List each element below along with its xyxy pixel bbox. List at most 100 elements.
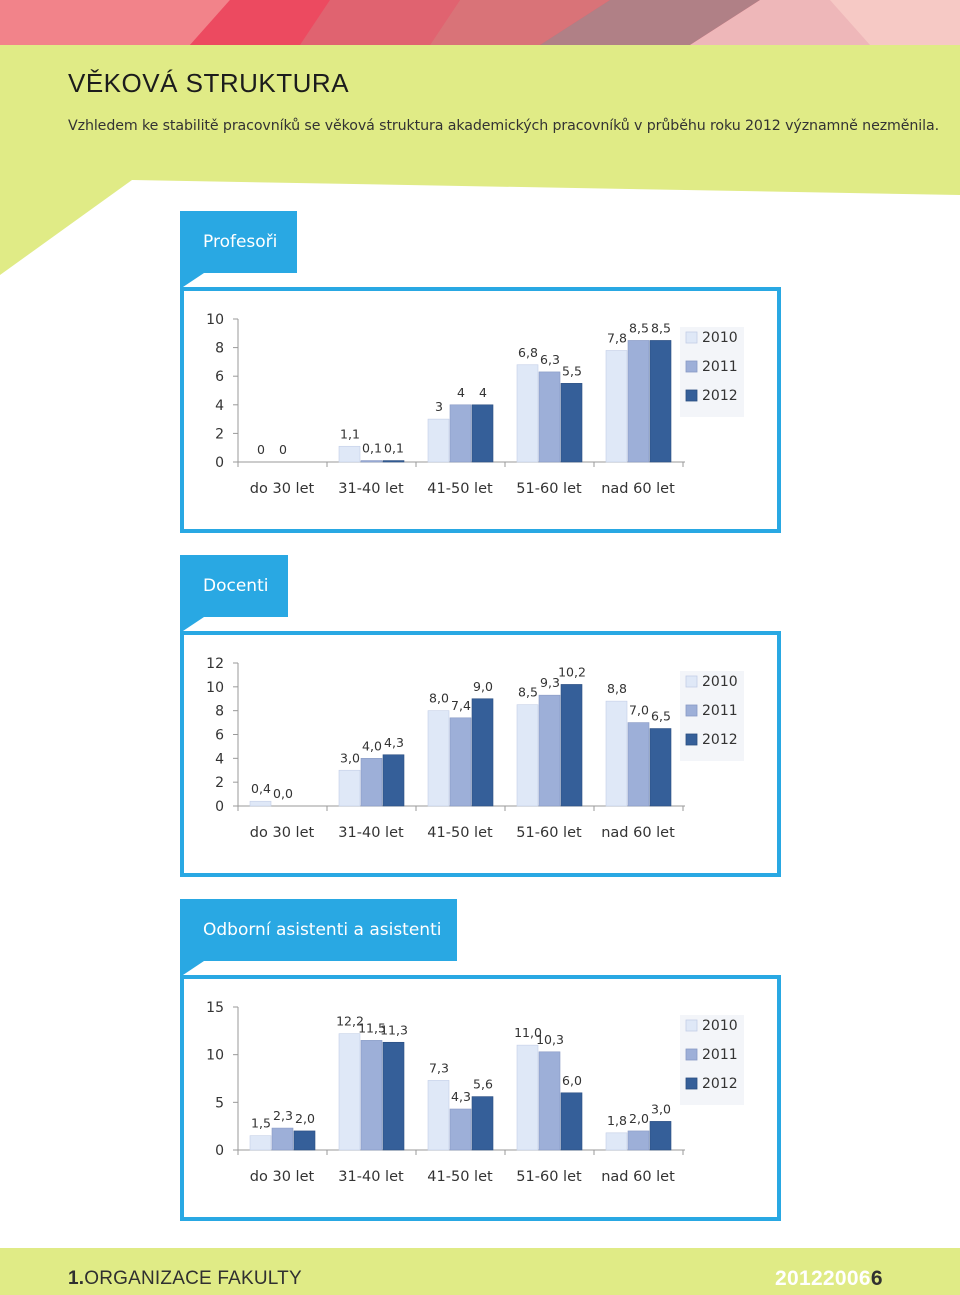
bar-2010 [605, 350, 628, 463]
bar-2012 [293, 1130, 316, 1151]
data-label: 4 [457, 385, 465, 400]
data-label: 3,0 [651, 1101, 671, 1116]
bar-2010 [516, 1044, 539, 1151]
legend-label: 2011 [702, 1047, 738, 1063]
bar-2012 [382, 754, 405, 807]
legend-label: 2011 [702, 359, 738, 375]
bar-2011 [360, 758, 383, 807]
chart-title: Odborní asistenti a asistenti [203, 920, 442, 940]
footer-chapter: 1.ORGANIZACE FAKULTY [68, 1268, 302, 1290]
bar-2012 [382, 1041, 405, 1151]
bar-2012 [471, 404, 494, 463]
footer-page: 201220066 [775, 1267, 883, 1291]
chart-box-odborni-asistenti: 0 5 10 15 1,5 2,3 2,0 do 30 let 12,2 11,5 11,3 31-4… [180, 975, 781, 1221]
legend-swatch-2012 [685, 1077, 698, 1090]
data-label: 1,8 [607, 1113, 627, 1128]
bar-2012 [471, 698, 494, 807]
y-tick-label: 6 [215, 369, 224, 385]
data-label: 12,2 [336, 1014, 364, 1029]
legend-swatch-2011 [685, 360, 698, 373]
legend-label: 2010 [702, 674, 738, 690]
bar-2010 [427, 418, 450, 463]
category-label: 51-60 let [516, 825, 582, 841]
data-label: 5,6 [473, 1077, 493, 1092]
data-label: 11,3 [380, 1022, 408, 1037]
data-label: 6,0 [562, 1073, 582, 1088]
top-banner-shape [430, 0, 610, 45]
green-header-band [0, 45, 960, 275]
category-label: 41-50 let [427, 1169, 493, 1185]
data-label: 0,4 [251, 781, 271, 796]
bar-2011 [627, 340, 650, 463]
y-tick-label: 2 [215, 775, 224, 791]
legend-label: 2012 [702, 1076, 738, 1092]
bar-2010 [338, 445, 361, 463]
bar-2010 [516, 364, 539, 463]
category-label: nad 60 let [601, 825, 675, 841]
chart-title: Docenti [203, 576, 269, 596]
y-tick-label: 10 [206, 312, 224, 328]
bar-2012 [471, 1096, 494, 1151]
footer-page-fragment: 06 [846, 1267, 871, 1290]
data-label: 2,3 [273, 1108, 293, 1123]
data-label: 8,0 [429, 691, 449, 706]
data-label: 11,0 [514, 1025, 542, 1040]
tab-tail [180, 273, 204, 289]
data-label: 7,8 [607, 330, 627, 345]
category-label: nad 60 let [601, 481, 675, 497]
y-tick-label: 10 [206, 1048, 224, 1064]
y-tick-label: 15 [206, 1000, 224, 1016]
tab-tail [180, 617, 204, 633]
legend-swatch-2010 [685, 1019, 698, 1032]
data-label: 6,5 [651, 709, 671, 724]
data-label: 4,3 [451, 1089, 471, 1104]
bar-2012 [560, 684, 583, 807]
y-tick-label: 0 [215, 455, 224, 471]
bar-2012 [649, 340, 672, 463]
legend-swatch-2011 [685, 1048, 698, 1061]
bar-2010 [427, 710, 450, 807]
data-label: 8,5 [651, 320, 671, 335]
top-banner-shape [0, 0, 230, 45]
category-label: nad 60 let [601, 1169, 675, 1185]
legend-label: 2010 [702, 330, 738, 346]
bar-2010 [516, 704, 539, 807]
chapter-number: 1. [68, 1268, 85, 1289]
bar-2011 [449, 1108, 472, 1151]
legend-label: 2011 [702, 703, 738, 719]
y-tick-label: 4 [215, 751, 224, 767]
data-label: 1,1 [340, 426, 360, 441]
bar-2011 [271, 1127, 294, 1151]
intro-paragraph: Vzhledem ke stabilitě pracovníků se věko… [68, 118, 939, 134]
data-label: 10,3 [536, 1032, 564, 1047]
footer-band [0, 1248, 960, 1295]
bar-2011 [360, 1040, 383, 1151]
bar-2012 [649, 1121, 672, 1151]
data-label: 4,3 [384, 735, 404, 750]
bar-2011 [538, 1051, 561, 1151]
category-label: do 30 let [250, 1169, 315, 1185]
data-label: 5,5 [562, 363, 582, 378]
bar-2010 [249, 800, 272, 807]
chart-title-tab: Docenti [180, 555, 288, 617]
bar-2011 [360, 460, 383, 463]
bar-2010 [427, 1080, 450, 1151]
y-tick-label: 10 [206, 680, 224, 696]
top-banner-shape [540, 0, 760, 45]
y-tick-label: 0 [215, 1143, 224, 1159]
y-tick-label: 2 [215, 426, 224, 442]
data-label: 10,2 [558, 664, 586, 679]
chart-box-profesori: 0 2 4 6 8 10 0 0 do 30 let 1,1 0,1 0,1 31-40 let 3 4 4 4… [180, 287, 781, 533]
data-label: 3,0 [340, 750, 360, 765]
chart-docenti: 0 2 4 6 8 10 12 0,4 0,0 do 30 let 3,04,0 4,3 31-40 l… [206, 656, 744, 841]
data-label: 0,0 [273, 786, 293, 801]
data-label: 7,4 [451, 698, 471, 713]
legend: 2010 2011 2012 [680, 327, 744, 417]
legend-swatch-2011 [685, 704, 698, 717]
category-label: 51-60 let [516, 481, 582, 497]
bar-2012 [560, 1092, 583, 1151]
y-tick-label: 0 [215, 799, 224, 815]
bar-2011 [627, 1130, 650, 1151]
